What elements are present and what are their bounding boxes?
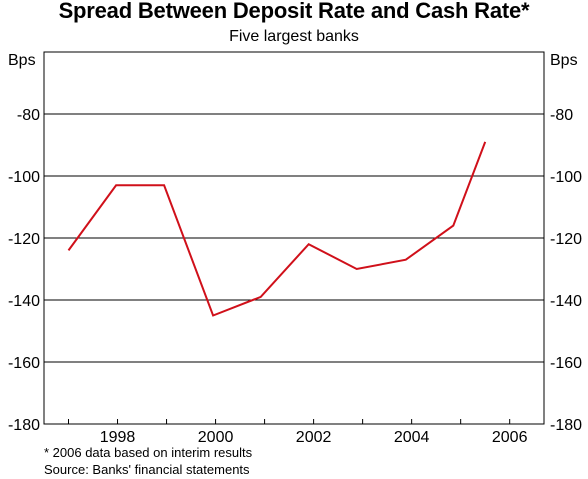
y-tick-label-right: -100 xyxy=(550,169,582,186)
plot-frame xyxy=(43,51,545,425)
y-tick-label-left: -180 xyxy=(8,417,40,434)
y-tick-label-right: -180 xyxy=(550,417,582,434)
y-tick-label-left: -140 xyxy=(8,293,40,310)
x-tick-label: 2006 xyxy=(492,429,528,446)
y-tick-label-right: -80 xyxy=(550,107,573,124)
y-tick-label-left: -160 xyxy=(8,355,40,372)
chart-title: Spread Between Deposit Rate and Cash Rat… xyxy=(58,0,530,23)
x-tick-label: 1998 xyxy=(100,429,136,446)
series-line xyxy=(67,141,487,317)
footnote-source: Source: Banks' financial statements xyxy=(44,462,250,477)
y-axis-ticks: -180 -180 -160 -160 -140 -140 -120 -120 -100 -100… xyxy=(8,107,582,434)
y-tick-label-left: -80 xyxy=(17,107,40,124)
y-tick-label-right: -120 xyxy=(550,231,582,248)
y-tick-label-left: -100 xyxy=(8,169,40,186)
x-tick-label: 2000 xyxy=(198,429,234,446)
footnote-interim: * 2006 data based on interim results xyxy=(44,445,253,460)
y-tick-label-right: -140 xyxy=(550,293,582,310)
x-axis-ticks: 1998 2000 2002 2004 2006 xyxy=(68,419,528,446)
y-tick-label-left: -120 xyxy=(8,231,40,248)
gridlines xyxy=(44,113,544,363)
x-tick-label: 2002 xyxy=(296,429,332,446)
y-axis-label-left: Bps xyxy=(8,52,36,69)
x-tick-label: 2004 xyxy=(394,429,430,446)
y-axis-label-right: Bps xyxy=(550,52,578,69)
chart-subtitle: Five largest banks xyxy=(229,28,359,45)
y-tick-label-right: -160 xyxy=(550,355,582,372)
